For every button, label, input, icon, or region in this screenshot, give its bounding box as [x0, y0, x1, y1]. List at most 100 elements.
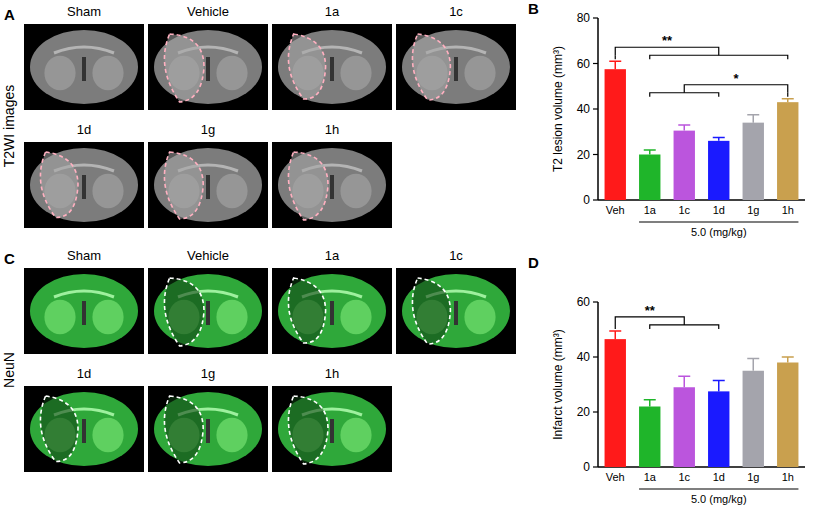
image-label: Vehicle: [187, 248, 229, 263]
significance-bracket: *: [650, 71, 788, 97]
lesion-outline: [288, 152, 328, 220]
brain: [154, 274, 262, 348]
error-bar: [644, 150, 656, 155]
brain: [278, 274, 386, 348]
image-label: Vehicle: [187, 4, 229, 19]
y-tick: [593, 301, 598, 302]
image-bg: [396, 24, 516, 110]
y-tick: [593, 466, 598, 467]
brain-image: [148, 268, 268, 354]
panel-letter: C: [4, 250, 15, 267]
error-bar: [609, 61, 621, 69]
midline: [330, 419, 334, 443]
brain: [30, 30, 138, 104]
striatum: [216, 300, 247, 334]
brain-image: [24, 386, 144, 472]
midline: [206, 57, 210, 81]
row-label: NeuN: [1, 352, 17, 388]
brain-image: [396, 268, 516, 354]
x-tick-label: 1g: [747, 471, 759, 483]
image-bg: [148, 268, 268, 354]
bar: [674, 131, 695, 200]
image-bg: [272, 386, 392, 472]
striatum: [216, 418, 247, 452]
lesion-outline: [288, 34, 325, 99]
error-bar: [747, 358, 759, 370]
image-label: 1g: [201, 366, 215, 381]
y-axis-label: T2 lesion volume (mm³): [551, 46, 565, 172]
y-tick-label: 60: [577, 295, 591, 309]
brain: [154, 392, 262, 466]
image-label: Sham: [67, 4, 101, 19]
lesion-outline: [164, 278, 204, 346]
bracket-line: [684, 85, 788, 93]
striatum: [44, 300, 75, 334]
bar: [708, 391, 729, 467]
y-axis: [597, 302, 599, 467]
brain: [30, 392, 138, 466]
error-bar: [609, 331, 621, 339]
bar: [777, 102, 798, 200]
image-bg: [148, 386, 268, 472]
y-tick: [593, 17, 598, 18]
striatum: [340, 300, 371, 334]
brain-image: [272, 142, 392, 228]
midline: [454, 301, 458, 325]
midline: [82, 419, 86, 443]
error-bar: [678, 376, 690, 387]
error-bar: [782, 99, 794, 102]
panel-letter: A: [4, 6, 15, 23]
image-label: 1d: [77, 366, 91, 381]
y-tick-label: 0: [583, 193, 590, 207]
x-tick-label: 1c: [678, 204, 690, 216]
error-bar: [713, 137, 725, 140]
striatum: [464, 300, 495, 334]
y-tick-label: 40: [577, 102, 591, 116]
x-axis-label: 5.0 (mg/kg): [691, 226, 747, 238]
bracket-line: [650, 55, 788, 59]
image-bg: [272, 24, 392, 110]
bracket-line: [650, 325, 719, 329]
image-bg: [272, 142, 392, 228]
image-label: 1d: [77, 122, 91, 137]
y-tick-label: 60: [577, 57, 591, 71]
brain: [402, 274, 510, 348]
corpus-callosum: [54, 47, 114, 53]
error-bar: [644, 400, 656, 407]
error-bar: [782, 357, 794, 363]
image-bg: [148, 142, 268, 228]
plot: [605, 61, 799, 200]
image-bg: [24, 386, 144, 472]
significance-bracket: **: [615, 303, 719, 329]
significance-label: *: [733, 71, 739, 86]
image-bg: [24, 142, 144, 228]
midline: [454, 57, 458, 81]
x-tick-label: Veh: [606, 204, 625, 216]
error-bar: [713, 380, 725, 391]
brain: [30, 274, 138, 348]
lesion-outline: [40, 396, 78, 462]
bar: [674, 387, 695, 467]
image-bg: [24, 24, 144, 110]
brain-image: [24, 24, 144, 110]
error-bar: [678, 125, 690, 131]
brain-image: [148, 142, 268, 228]
image-label: 1h: [325, 122, 339, 137]
figure: AT2WI imagesShamVehicle1a1c1d1g1hCNeuNSh…: [0, 0, 825, 510]
striatum: [216, 56, 247, 90]
group-line: [639, 221, 798, 222]
bar: [605, 339, 626, 467]
striatum: [44, 56, 75, 90]
brain: [278, 30, 386, 104]
midline: [206, 419, 210, 443]
row-label: T2WI images: [1, 85, 17, 167]
brain-image: [396, 24, 516, 110]
significance-label: **: [645, 303, 656, 318]
striatum: [340, 418, 371, 452]
y-tick: [593, 356, 598, 357]
striatum: [340, 56, 371, 90]
bracket-line: [615, 55, 616, 59]
y-tick-label: 20: [577, 148, 591, 162]
significance-label: **: [662, 33, 673, 48]
bracket-line: [787, 93, 788, 97]
